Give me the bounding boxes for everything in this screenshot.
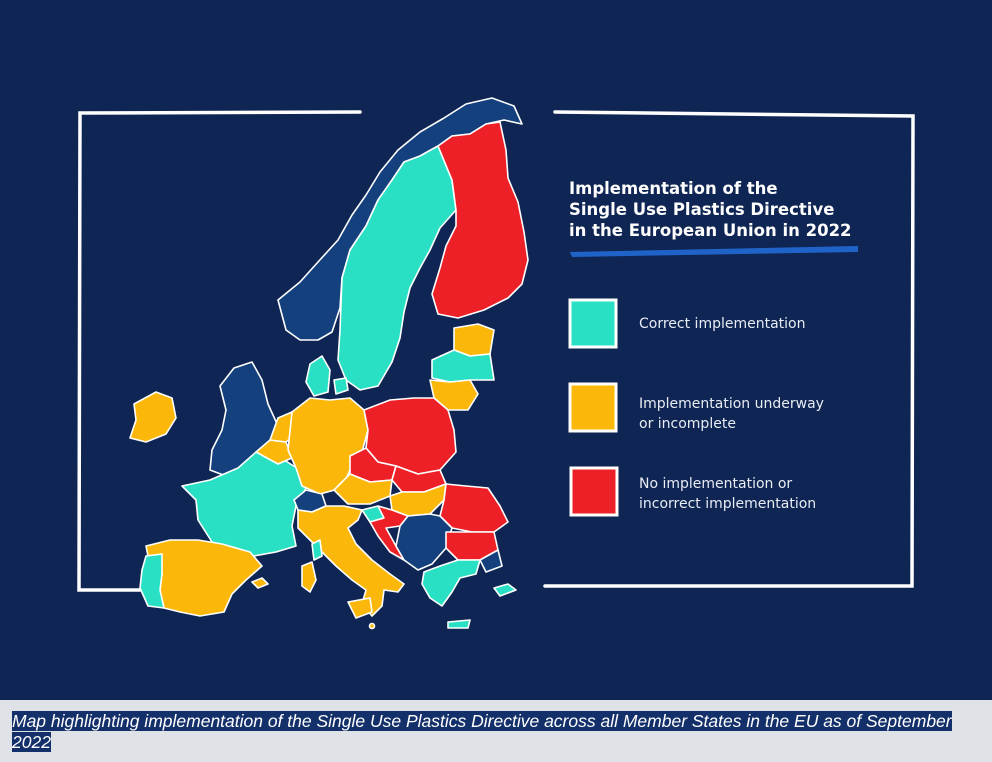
country-denmark-islands xyxy=(333,377,349,395)
map-title-line-3: in the European Union in 2022 xyxy=(569,221,852,240)
legend-label-none-line-2: incorrect implementation xyxy=(639,496,817,512)
legend-swatch-underway xyxy=(568,382,618,433)
legend-label-underway: Implementation underway or incomplete xyxy=(639,394,824,434)
figure-caption-text: Map highlighting implementation of the S… xyxy=(12,711,952,752)
legend-label-correct-line-1: Correct implementation xyxy=(639,316,806,332)
country-france-corsica xyxy=(311,539,323,561)
country-malta xyxy=(368,622,376,630)
country-cyprus xyxy=(493,583,517,597)
country-sweden xyxy=(337,145,457,391)
country-finland xyxy=(431,121,529,319)
map-title: Implementation of the Single Use Plastic… xyxy=(569,178,889,241)
country-italy-sardinia xyxy=(301,561,317,593)
map-canvas xyxy=(77,97,915,630)
europe-map xyxy=(129,97,529,630)
country-latvia xyxy=(431,349,495,383)
country-france xyxy=(181,451,307,557)
map-title-line-1: Implementation of the xyxy=(569,179,778,198)
region-balkans xyxy=(395,513,453,571)
country-austria xyxy=(333,473,393,505)
frame-border xyxy=(77,110,915,592)
region-turkey-fragment xyxy=(479,549,503,573)
country-portugal xyxy=(139,553,165,609)
legend-label-underway-line-2: or incomplete xyxy=(639,416,736,432)
legend-label-none: No implementation or incorrect implement… xyxy=(639,474,816,514)
country-spain-balearics xyxy=(251,577,269,589)
legend-label-none-line-1: No implementation or xyxy=(639,476,793,492)
country-greece xyxy=(421,559,481,607)
figure-caption: Map highlighting implementation of the S… xyxy=(12,711,987,753)
title-underline xyxy=(570,246,858,257)
country-ireland xyxy=(129,391,177,443)
country-denmark xyxy=(305,355,331,397)
country-estonia xyxy=(453,323,495,357)
infographic-poster: Implementation of the Single Use Plastic… xyxy=(0,0,992,700)
legend-swatch-none xyxy=(569,466,619,517)
country-romania xyxy=(439,483,509,533)
legend-swatch-correct xyxy=(568,298,618,349)
country-greece-crete xyxy=(447,619,471,629)
country-italy-sicily xyxy=(347,597,373,619)
country-italy xyxy=(297,505,405,617)
map-title-line-2: Single Use Plastics Directive xyxy=(569,200,835,219)
legend-label-correct: Correct implementation xyxy=(639,314,805,334)
legend-label-underway-line-1: Implementation underway xyxy=(639,396,824,412)
